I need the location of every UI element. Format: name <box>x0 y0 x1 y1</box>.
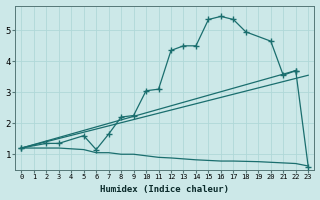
X-axis label: Humidex (Indice chaleur): Humidex (Indice chaleur) <box>100 185 229 194</box>
